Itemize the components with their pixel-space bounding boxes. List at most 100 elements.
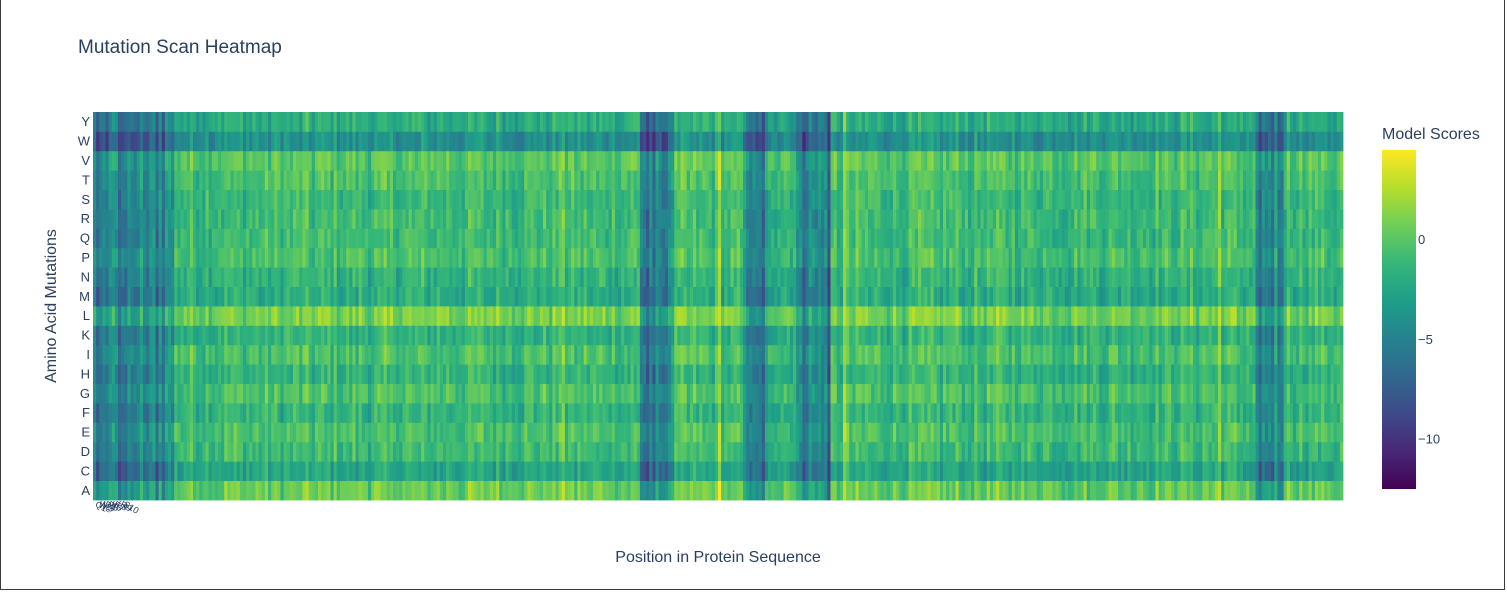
heatmap-cell[interactable] [680,344,685,365]
heatmap-cell[interactable] [955,422,960,443]
heatmap-cell[interactable] [133,364,138,384]
heatmap-cell[interactable] [971,403,975,423]
heatmap-cell[interactable] [861,267,866,287]
heatmap-cell[interactable] [564,403,569,423]
heatmap-cell[interactable] [199,383,203,404]
heatmap-cell[interactable] [724,403,728,423]
heatmap-cell[interactable] [1105,480,1110,501]
heatmap-cell[interactable] [346,247,350,268]
heatmap-cell[interactable] [683,422,688,443]
heatmap-cell[interactable] [768,344,772,365]
heatmap-cell[interactable] [639,325,644,346]
heatmap-cell[interactable] [1324,306,1328,326]
heatmap-cell[interactable] [639,267,644,287]
heatmap-cell[interactable] [1196,461,1200,481]
heatmap-cell[interactable] [402,441,406,462]
heatmap-cell[interactable] [349,422,353,443]
heatmap-cell[interactable] [1033,422,1038,443]
heatmap-cell[interactable] [777,461,781,481]
heatmap-cell[interactable] [668,403,672,423]
heatmap-cell[interactable] [552,325,556,346]
heatmap-cell[interactable] [380,306,385,326]
heatmap-cell[interactable] [1193,344,1197,365]
heatmap-cell[interactable] [1139,383,1144,404]
heatmap-cell[interactable] [396,267,400,287]
heatmap-cell[interactable] [308,344,313,365]
heatmap-cell[interactable] [189,383,194,404]
heatmap-cell[interactable] [364,286,369,307]
heatmap-cell[interactable] [480,364,485,384]
heatmap-cell[interactable] [914,403,919,423]
heatmap-cell[interactable] [1177,306,1181,326]
heatmap-cell[interactable] [321,403,325,423]
heatmap-cell[interactable] [327,306,331,326]
heatmap-cell[interactable] [589,247,594,268]
heatmap-cell[interactable] [1118,364,1122,384]
heatmap-cell[interactable] [1130,383,1135,404]
heatmap-cell[interactable] [364,306,369,326]
heatmap-cell[interactable] [608,325,613,346]
heatmap-cell[interactable] [1002,461,1006,481]
heatmap-cell[interactable] [108,403,113,423]
heatmap-cell[interactable] [771,383,775,404]
heatmap-cell[interactable] [196,461,200,481]
heatmap-cell[interactable] [571,480,575,501]
heatmap-cell[interactable] [314,286,319,307]
heatmap-cell[interactable] [1308,422,1313,443]
heatmap-cell[interactable] [986,286,991,307]
heatmap-cell[interactable] [255,267,260,287]
heatmap-cell[interactable] [718,267,722,287]
heatmap-cell[interactable] [299,364,303,384]
heatmap-cell[interactable] [177,325,181,346]
heatmap-cell[interactable] [571,344,575,365]
heatmap-cell[interactable] [1236,383,1241,404]
heatmap-cell[interactable] [946,306,950,326]
heatmap-cell[interactable] [1096,461,1100,481]
heatmap-cell[interactable] [714,441,719,462]
heatmap-cell[interactable] [386,422,391,443]
heatmap-cell[interactable] [139,306,144,326]
heatmap-cell[interactable] [1330,286,1335,307]
heatmap-cell[interactable] [177,247,181,268]
heatmap-cell[interactable] [699,267,703,287]
heatmap-cell[interactable] [243,344,247,365]
heatmap-cell[interactable] [1074,480,1078,501]
heatmap-cell[interactable] [627,480,631,501]
heatmap-cell[interactable] [227,286,231,307]
heatmap-cell[interactable] [1105,383,1110,404]
heatmap-cell[interactable] [986,422,991,443]
heatmap-cell[interactable] [524,267,528,287]
heatmap-cell[interactable] [483,267,488,287]
heatmap-cell[interactable] [321,441,325,462]
heatmap-cell[interactable] [1111,441,1116,462]
heatmap-cell[interactable] [527,422,531,443]
heatmap-cell[interactable] [743,461,747,481]
heatmap-cell[interactable] [227,267,231,287]
heatmap-cell[interactable] [627,306,631,326]
heatmap-cell[interactable] [1096,383,1100,404]
heatmap-cell[interactable] [1108,461,1113,481]
heatmap-cell[interactable] [296,403,300,423]
heatmap-cell[interactable] [558,286,563,307]
heatmap-cell[interactable] [208,441,213,462]
heatmap-cell[interactable] [893,480,897,501]
heatmap-cell[interactable] [230,267,235,287]
heatmap-cell[interactable] [1271,344,1275,365]
heatmap-cell[interactable] [1014,306,1019,326]
heatmap-cell[interactable] [674,441,678,462]
heatmap-cell[interactable] [480,267,485,287]
heatmap-cell[interactable] [1261,267,1266,287]
heatmap-cell[interactable] [1102,461,1106,481]
heatmap-cell[interactable] [649,344,653,365]
heatmap-cell[interactable] [943,441,947,462]
heatmap-cell[interactable] [655,325,660,346]
heatmap-cell[interactable] [1061,480,1066,501]
heatmap-cell[interactable] [671,403,675,423]
heatmap-cell[interactable] [596,403,600,423]
heatmap-cell[interactable] [739,267,744,287]
heatmap-cell[interactable] [549,461,553,481]
heatmap-cell[interactable] [1014,383,1019,404]
heatmap-cell[interactable] [421,461,425,481]
heatmap-cell[interactable] [436,383,441,404]
heatmap-cell[interactable] [1074,364,1078,384]
